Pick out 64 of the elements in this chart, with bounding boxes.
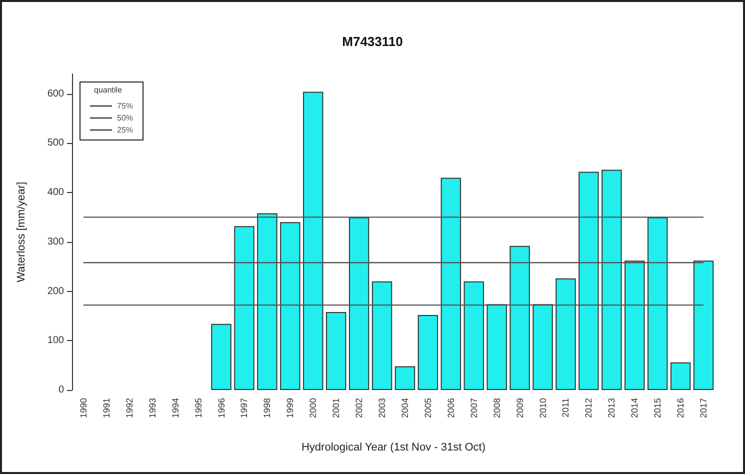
x-axis-title: Hydrological Year (1st Nov - 31st Oct) xyxy=(301,442,486,454)
x-tick-label: 2013 xyxy=(606,398,617,418)
bar xyxy=(440,178,462,390)
y-tick-label: 400 xyxy=(47,187,64,198)
bar xyxy=(647,217,668,390)
x-tick-label: 2005 xyxy=(422,398,433,418)
x-tick-label: 1997 xyxy=(239,398,250,418)
y-tick-label: 300 xyxy=(47,236,64,248)
x-tick-label: 2009 xyxy=(514,398,525,418)
bar xyxy=(693,260,714,390)
bar xyxy=(418,314,438,390)
y-tick-label: 200 xyxy=(47,286,64,297)
legend-title: quantile xyxy=(94,86,123,94)
x-tick-label: 1995 xyxy=(193,398,204,418)
x-tick-label: 2006 xyxy=(446,398,456,418)
bar xyxy=(326,312,346,390)
bar xyxy=(257,213,278,390)
x-tick-label: 1992 xyxy=(124,398,134,418)
bar xyxy=(578,172,599,390)
x-tick-label: 2003 xyxy=(377,398,388,418)
x-tick-label: 1994 xyxy=(170,398,180,418)
x-tick-label: 1991 xyxy=(101,398,112,418)
chart-title: M7433110 xyxy=(342,34,403,49)
x-tick-label: 2002 xyxy=(354,398,364,418)
bar xyxy=(234,226,254,390)
bar xyxy=(602,170,622,390)
bar xyxy=(510,246,530,390)
x-tick-label: 2017 xyxy=(698,398,709,418)
x-tick-label: 1999 xyxy=(285,398,296,418)
x-tick-label: 1990 xyxy=(78,398,88,418)
bar xyxy=(670,362,691,390)
bar xyxy=(556,278,576,390)
x-tick-label: 1998 xyxy=(262,398,272,418)
bar xyxy=(464,281,484,390)
y-tick-label: 0 xyxy=(58,384,64,396)
bar xyxy=(211,324,232,390)
y-tick-label: 100 xyxy=(47,335,64,346)
x-tick-label: 2004 xyxy=(400,398,410,418)
legend-label: 50% xyxy=(117,114,134,122)
legend-label: 25% xyxy=(117,126,134,134)
x-tick-label: 2000 xyxy=(308,398,318,418)
x-tick-label: 2008 xyxy=(492,398,502,418)
x-tick-label: 2014 xyxy=(630,398,640,418)
x-tick-label: 2016 xyxy=(676,398,686,418)
x-tick-label: 1993 xyxy=(147,398,158,418)
bar xyxy=(624,260,645,390)
bar xyxy=(280,222,300,390)
x-tick-label: 2010 xyxy=(538,398,548,418)
x-tick-label: 2012 xyxy=(584,398,594,418)
bar xyxy=(348,217,370,390)
bar xyxy=(394,366,416,390)
x-tick-label: 2007 xyxy=(468,398,479,418)
x-tick-label: 2011 xyxy=(560,398,571,418)
x-tick-label: 2015 xyxy=(652,398,663,418)
bar xyxy=(303,92,324,390)
legend-label: 75% xyxy=(117,102,134,110)
y-axis-title: Waterloss [mm/year] xyxy=(16,182,28,282)
x-tick-label: 1996 xyxy=(216,398,226,418)
y-tick-label: 600 xyxy=(47,88,64,100)
bar xyxy=(486,304,507,390)
x-tick-label: 2001 xyxy=(331,398,342,418)
bar xyxy=(532,304,553,390)
bar xyxy=(372,281,392,390)
y-tick-label: 500 xyxy=(47,138,64,149)
